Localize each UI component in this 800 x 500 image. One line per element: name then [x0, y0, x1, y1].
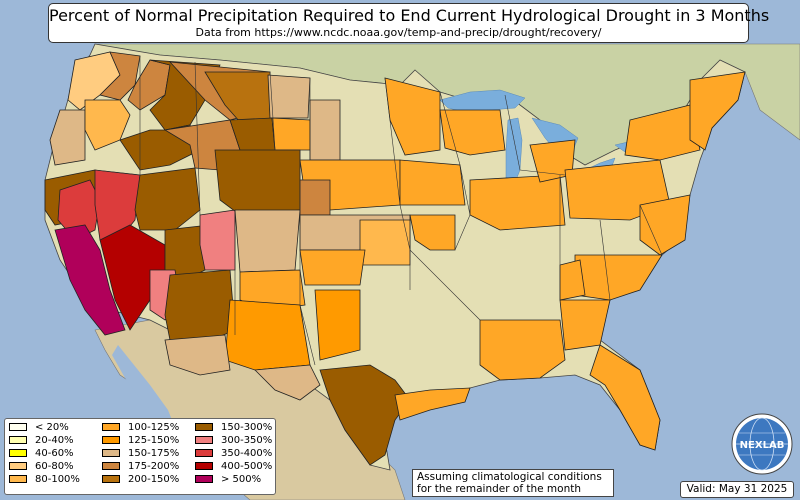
region-florida [589, 344, 661, 451]
region-colorado-west [199, 209, 236, 271]
legend-column-3: 150-300% 300-350% 350-400% 400-500% > 50… [193, 421, 275, 486]
region-new-mexico-south [224, 299, 311, 371]
legend-item: > 500% [193, 473, 275, 486]
legend-label: 80-100% [35, 474, 80, 485]
legend-label: < 20% [35, 422, 69, 433]
legend-label: 40-60% [35, 448, 74, 459]
legend-item: 100-125% [100, 421, 188, 434]
legend-swatch [102, 475, 120, 483]
map-subtitle: Data from https://www.ncdc.noaa.gov/temp… [195, 26, 602, 39]
legend-swatch [9, 462, 27, 470]
legend-swatch [102, 423, 120, 431]
legend-swatch [102, 449, 120, 457]
legend-swatch [195, 449, 213, 457]
region-new-york [624, 104, 701, 161]
region-nebraska-west [299, 179, 331, 216]
region-texas-east [314, 289, 361, 361]
legend-item: 80-100% [7, 473, 95, 486]
legend-swatch [9, 449, 27, 457]
legend-item: 40-60% [7, 447, 95, 460]
legend-item: 150-175% [100, 447, 188, 460]
region-texas-panhandle [299, 249, 366, 286]
region-colorado-central [214, 149, 301, 216]
legend-column-2: 100-125% 125-150% 150-175% 175-200% 200-… [100, 421, 188, 486]
legend-swatch [102, 462, 120, 470]
legend-item: 20-40% [7, 434, 95, 447]
legend-item: 60-80% [7, 460, 95, 473]
legend-item: 175-200% [100, 460, 188, 473]
legend-swatch [102, 436, 120, 444]
legend-swatch [9, 475, 27, 483]
legend-label: 350-400% [221, 448, 273, 459]
legend-label: 150-175% [128, 448, 180, 459]
legend-label: > 500% [221, 474, 262, 485]
region-wisconsin [439, 109, 506, 156]
region-north-dakota [267, 74, 311, 119]
legend-item: 400-500% [193, 460, 275, 473]
region-colorado-east [234, 209, 301, 273]
region-arizona-south [164, 334, 231, 376]
region-california-south [54, 224, 126, 336]
region-oregon-coast [49, 109, 86, 166]
region-california-sierra [57, 179, 101, 241]
region-iowa [399, 159, 466, 206]
legend: < 20% 20-40% 40-60% 60-80% 80-100% 100-1… [4, 418, 276, 495]
region-kansas-east [359, 219, 411, 266]
legend-label: 200-150% [128, 474, 180, 485]
region-south-dakota-west [271, 117, 311, 151]
state-borders [94, 56, 663, 366]
legend-item: 350-400% [193, 447, 275, 460]
region-mid-atlantic [639, 194, 691, 256]
legend-item: 150-300% [193, 421, 275, 434]
legend-item: 300-350% [193, 434, 275, 447]
title-box: Percent of Normal Precipitation Required… [48, 3, 770, 43]
legend-label: 60-80% [35, 461, 74, 472]
legend-swatch [9, 423, 27, 431]
region-texas-coast [394, 387, 471, 421]
valid-date: Valid: May 31 2025 [680, 481, 794, 498]
legend-label: 300-350% [221, 435, 273, 446]
climatology-note: Assuming climatological conditions for t… [412, 469, 614, 497]
region-arizona-central [164, 269, 236, 346]
legend-label: 20-40% [35, 435, 74, 446]
note-line-1: Assuming climatological conditions [417, 471, 602, 483]
legend-label: 100-125% [128, 422, 180, 433]
legend-label: 125-150% [128, 435, 180, 446]
region-south-dakota-east [309, 99, 341, 161]
region-illinois-indiana [469, 174, 566, 231]
nexlab-logo: NEXLAB [731, 413, 793, 475]
legend-swatch [9, 436, 27, 444]
legend-label: 175-200% [128, 461, 180, 472]
legend-swatch [195, 436, 213, 444]
legend-item: 200-150% [100, 473, 188, 486]
region-texas-central [319, 364, 411, 466]
legend-item: 125-150% [100, 434, 188, 447]
logo-text: NEXLAB [740, 440, 785, 451]
map-title: Percent of Normal Precipitation Required… [49, 6, 770, 25]
legend-swatch [195, 423, 213, 431]
legend-item: < 20% [7, 421, 95, 434]
legend-swatch [195, 475, 213, 483]
region-gulf-coast [479, 319, 566, 381]
legend-label: 150-300% [221, 422, 273, 433]
legend-label: 400-500% [221, 461, 273, 472]
note-line-2: for the remainder of the month [417, 483, 582, 495]
region-missouri-arkansas [409, 214, 456, 251]
region-tennessee [559, 259, 586, 301]
lake-superior [439, 89, 526, 113]
region-texas-west [254, 364, 321, 401]
region-new-england [689, 71, 746, 151]
legend-swatch [195, 462, 213, 470]
legend-column-1: < 20% 20-40% 40-60% 60-80% 80-100% [7, 421, 95, 486]
